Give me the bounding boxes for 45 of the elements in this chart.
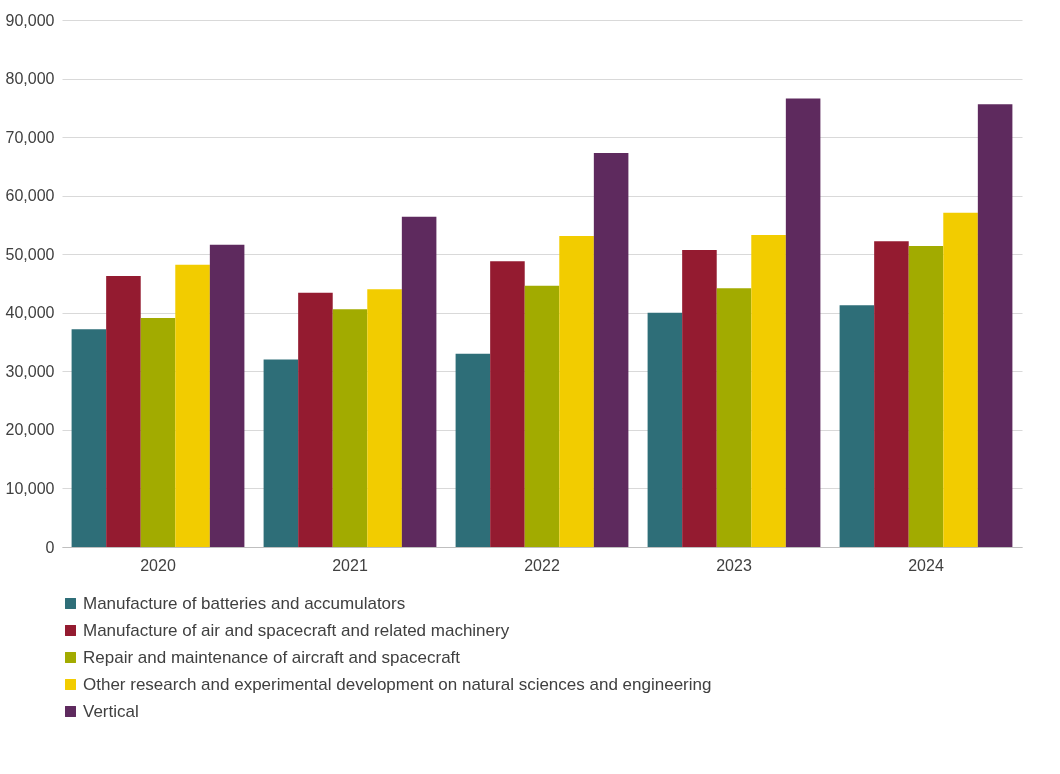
y-tick-label: 90,000 xyxy=(5,11,55,29)
bar xyxy=(874,241,909,547)
legend-label: Other research and experimental development on natural sciences and engineering xyxy=(83,674,712,694)
bar xyxy=(559,236,594,547)
x-tick-label: 2022 xyxy=(524,556,560,574)
legend-label: Manufacture of air and spacecraft and related machinery xyxy=(83,620,510,640)
x-tick-label: 2021 xyxy=(332,556,368,574)
legend-label: Manufacture of batteries and accumulators xyxy=(83,593,406,613)
bar xyxy=(647,312,683,547)
bar xyxy=(455,353,491,547)
bar xyxy=(209,244,245,547)
y-tick-label: 0 xyxy=(45,538,55,556)
x-tick-label: 2023 xyxy=(716,556,752,574)
y-tick-label: 10,000 xyxy=(5,479,55,497)
bar xyxy=(524,285,560,547)
bar xyxy=(175,264,210,547)
y-tick-label: 80,000 xyxy=(5,70,55,88)
bar xyxy=(977,104,1013,547)
bar xyxy=(367,289,402,547)
y-tick-label: 40,000 xyxy=(5,304,55,322)
bar xyxy=(332,309,368,547)
bar xyxy=(106,275,141,547)
bar xyxy=(943,212,978,547)
x-tick-label: 2024 xyxy=(908,556,944,574)
bar xyxy=(751,234,786,547)
bar xyxy=(682,250,717,547)
bar xyxy=(785,98,821,547)
y-tick-label: 20,000 xyxy=(5,421,55,439)
y-tick-label: 70,000 xyxy=(5,128,55,146)
bar xyxy=(71,329,107,547)
bar xyxy=(908,246,944,547)
y-tick-label: 50,000 xyxy=(5,245,55,263)
x-tick-label: 2020 xyxy=(140,556,176,574)
bar xyxy=(593,152,629,547)
y-tick-label: 30,000 xyxy=(5,362,55,380)
bar xyxy=(401,216,437,547)
y-tick-label: 60,000 xyxy=(5,187,55,205)
bar xyxy=(263,359,299,547)
bar xyxy=(140,318,176,547)
legend-label: Vertical xyxy=(83,701,139,721)
bar xyxy=(298,292,333,547)
bar xyxy=(490,261,525,547)
bar xyxy=(716,288,752,547)
bar xyxy=(839,305,875,547)
legend-label: Repair and maintenance of aircraft and spacecraft xyxy=(83,647,461,667)
